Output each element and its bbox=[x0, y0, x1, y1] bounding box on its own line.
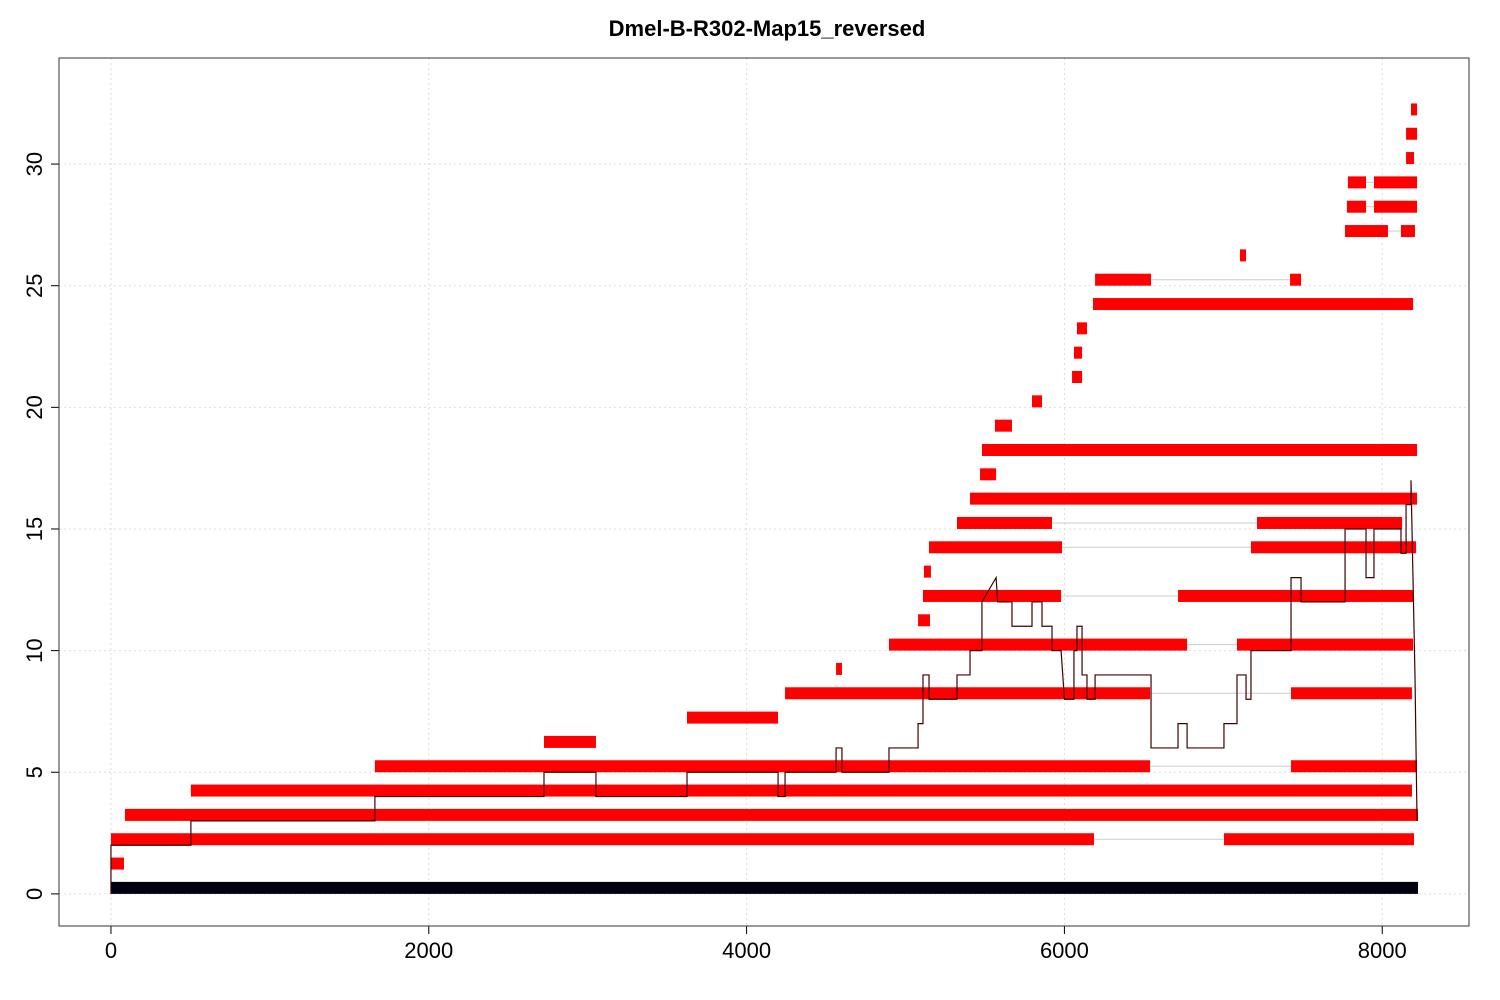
segment bbox=[1250, 541, 1417, 554]
segment bbox=[1072, 371, 1083, 384]
segment bbox=[1345, 225, 1388, 238]
y-tick-label: 20 bbox=[22, 395, 47, 419]
segment bbox=[110, 881, 1418, 894]
segment bbox=[1406, 152, 1415, 165]
segment bbox=[190, 784, 1412, 797]
segment bbox=[1290, 273, 1302, 286]
plot-frame bbox=[58, 57, 1470, 927]
segment bbox=[1240, 249, 1247, 262]
x-tick-label: 4000 bbox=[722, 938, 771, 963]
segment bbox=[1291, 760, 1418, 773]
y-tick-label: 10 bbox=[22, 638, 47, 662]
segment bbox=[1291, 687, 1412, 700]
segment bbox=[1373, 200, 1418, 213]
chart-title: Dmel-B-R302-Map15_reversed bbox=[609, 16, 926, 41]
segment bbox=[956, 516, 1053, 529]
segment bbox=[1093, 298, 1414, 311]
y-tick-label: 25 bbox=[22, 273, 47, 297]
segment bbox=[110, 857, 124, 870]
segment bbox=[1347, 176, 1367, 189]
segment bbox=[836, 662, 842, 675]
segment bbox=[994, 419, 1012, 432]
segment bbox=[1400, 225, 1415, 238]
segment bbox=[687, 711, 779, 724]
x-tick-label: 0 bbox=[105, 938, 117, 963]
segment bbox=[1178, 589, 1414, 602]
segment bbox=[929, 541, 1063, 554]
segment bbox=[888, 638, 1188, 651]
segment bbox=[1032, 395, 1043, 408]
segment bbox=[1076, 322, 1087, 335]
y-tick-label: 15 bbox=[22, 517, 47, 541]
y-tick-label: 5 bbox=[22, 766, 47, 778]
segment bbox=[918, 614, 930, 627]
y-tick-label: 0 bbox=[22, 888, 47, 900]
x-tick-label: 2000 bbox=[404, 938, 453, 963]
segment bbox=[124, 808, 1418, 821]
segment bbox=[1223, 833, 1415, 846]
segment bbox=[1406, 127, 1418, 140]
segment bbox=[1410, 103, 1418, 116]
segment bbox=[110, 833, 1094, 846]
segment bbox=[785, 687, 1151, 700]
segment bbox=[970, 492, 1418, 505]
coverage-line bbox=[110, 480, 1418, 894]
segment bbox=[980, 468, 997, 481]
x-tick-label: 8000 bbox=[1358, 938, 1407, 963]
segment bbox=[923, 565, 931, 578]
segment bbox=[1236, 638, 1414, 651]
segment bbox=[374, 760, 1151, 773]
segment bbox=[1346, 200, 1367, 213]
segment bbox=[1095, 273, 1152, 286]
x-tick-label: 6000 bbox=[1040, 938, 1089, 963]
segment bbox=[981, 443, 1418, 456]
y-tick-label: 30 bbox=[22, 152, 47, 176]
segment bbox=[922, 589, 1062, 602]
segment bbox=[1257, 516, 1403, 529]
segment bbox=[1073, 346, 1083, 359]
segment bbox=[543, 735, 596, 748]
segment bbox=[1373, 176, 1418, 189]
